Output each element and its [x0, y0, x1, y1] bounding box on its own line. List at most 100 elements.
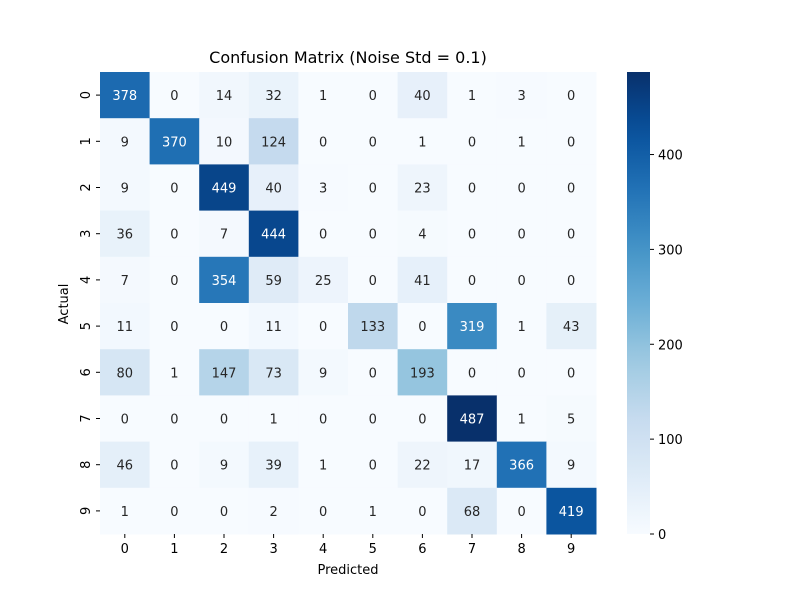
heatmap-cell [546, 395, 597, 443]
cell-value-label: 0 [170, 320, 178, 335]
cell-value-label: 46 [117, 459, 134, 474]
cell-value-label: 444 [261, 228, 286, 243]
x-tick-label: 8 [517, 542, 525, 557]
heatmap-cell [348, 441, 399, 489]
heatmap-cell [298, 349, 349, 396]
heatmap-cell [546, 349, 597, 396]
cell-value-label: 1 [369, 505, 377, 520]
cell-value-label: 0 [567, 135, 575, 150]
cell-value-label: 23 [414, 182, 431, 197]
cell-value-label: 0 [170, 413, 178, 428]
heatmap-cell [199, 395, 250, 443]
cell-value-label: 378 [112, 89, 137, 104]
x-tick-label: 2 [220, 542, 228, 557]
heatmap-cell [397, 395, 448, 443]
cell-value-label: 9 [319, 366, 327, 381]
heatmap-cell [546, 164, 597, 212]
heatmap-cell [100, 210, 151, 258]
heatmap-cell [447, 164, 498, 212]
colorbar-tick-label: 100 [658, 433, 683, 448]
heatmap-cell [447, 349, 498, 396]
cell-value-label: 0 [220, 320, 228, 335]
heatmap-cell [348, 72, 399, 119]
y-tick-label: 5 [79, 322, 94, 330]
heatmap-cell [348, 256, 399, 304]
heatmap-cell [248, 349, 299, 396]
cell-value-label: 370 [162, 135, 187, 150]
cell-value-label: 124 [261, 135, 286, 150]
cell-value-label: 0 [369, 274, 377, 289]
heatmap-cell [348, 210, 399, 258]
cell-value-label: 0 [220, 505, 228, 520]
x-tick-label: 3 [269, 542, 277, 557]
cell-value-label: 193 [410, 366, 435, 381]
cell-value-label: 0 [468, 135, 476, 150]
heatmap-cell [248, 72, 299, 119]
cell-value-label: 73 [265, 366, 282, 381]
cell-value-label: 0 [319, 505, 327, 520]
heatmap-cell [149, 164, 200, 212]
cell-value-label: 1 [319, 89, 327, 104]
heatmap-cell [100, 72, 151, 119]
cell-value-label: 68 [464, 505, 481, 520]
heatmap-cell [496, 487, 547, 535]
cell-value-label: 22 [414, 459, 431, 474]
cell-value-label: 7 [121, 274, 129, 289]
heatmap-cell [348, 303, 399, 350]
cell-value-label: 0 [369, 459, 377, 474]
heatmap-cell [546, 441, 597, 489]
heatmap-cell [397, 210, 448, 258]
heatmap-cell [100, 303, 151, 350]
cell-value-label: 0 [170, 505, 178, 520]
cell-value-label: 419 [559, 505, 584, 520]
heatmap-cell [199, 72, 250, 119]
cell-value-label: 0 [468, 274, 476, 289]
heatmap-cell [199, 349, 250, 396]
cell-value-label: 0 [220, 413, 228, 428]
cell-value-label: 32 [265, 89, 282, 104]
cell-value-label: 0 [170, 89, 178, 104]
x-tick-label: 5 [369, 542, 377, 557]
y-tick-label: 2 [79, 183, 94, 191]
cell-value-label: 487 [460, 413, 485, 428]
heatmap-cell [397, 349, 448, 396]
heatmap-cell [348, 349, 399, 396]
heatmap-cell [447, 487, 498, 535]
cell-value-label: 0 [517, 228, 525, 243]
cell-value-label: 0 [170, 182, 178, 197]
heatmap-cell [447, 72, 498, 119]
cell-value-label: 0 [567, 274, 575, 289]
heatmap-cell [447, 118, 498, 165]
cell-value-label: 0 [319, 228, 327, 243]
heatmap-cell [248, 256, 299, 304]
cell-value-label: 0 [468, 366, 476, 381]
heatmap-cell [447, 210, 498, 258]
heatmap-cell [149, 303, 200, 350]
cell-value-label: 9 [121, 182, 129, 197]
cell-value-label: 0 [121, 413, 129, 428]
heatmap-cell [298, 487, 349, 535]
cell-value-label: 80 [117, 366, 134, 381]
heatmap-cell [496, 441, 547, 489]
x-tick-label: 6 [418, 542, 426, 557]
cell-value-label: 0 [567, 89, 575, 104]
heatmap-cell [199, 210, 250, 258]
cell-value-label: 3 [517, 89, 525, 104]
cell-value-label: 36 [117, 228, 134, 243]
y-tick-label: 7 [79, 414, 94, 422]
cell-value-label: 366 [509, 459, 534, 474]
heatmap-cell [248, 164, 299, 212]
heatmap-cell [298, 441, 349, 489]
cell-value-label: 0 [418, 413, 426, 428]
heatmap-cell [100, 395, 151, 443]
cell-value-label: 0 [369, 135, 377, 150]
cell-value-label: 1 [468, 89, 476, 104]
heatmap-cell [298, 118, 349, 165]
heatmap-cell [496, 72, 547, 119]
cell-value-label: 0 [517, 366, 525, 381]
heatmap-cell [496, 395, 547, 443]
heatmap-cell [298, 210, 349, 258]
cell-value-label: 10 [216, 135, 233, 150]
cell-value-label: 9 [121, 135, 129, 150]
